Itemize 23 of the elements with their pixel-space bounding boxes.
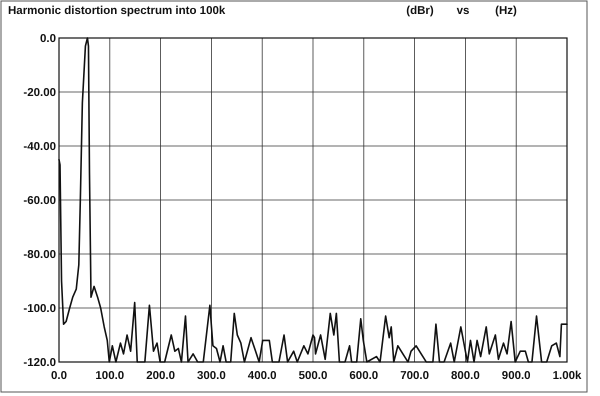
y-tick-label: -80.00: [23, 249, 56, 261]
x-tick-label: 700.0: [400, 370, 429, 382]
x-tick-label: 200.0: [146, 370, 175, 382]
x-tick-label: 500.0: [298, 370, 328, 382]
text: vs: [456, 5, 470, 17]
x-tick-label: 1.00k: [552, 370, 582, 382]
y-tick-label: -20.00: [23, 87, 56, 99]
chart-title: Harmonic distortion spectrum into 100k: [8, 5, 226, 17]
x-tick-label: 600.0: [349, 370, 378, 382]
line-series: [58, 37, 568, 363]
x-tick-label: 100.0: [95, 370, 124, 382]
y-tick-label: -60.00: [23, 195, 56, 207]
y-axis-title: (dBr): [406, 5, 434, 17]
x-tick-label: 300.0: [197, 370, 226, 382]
x-tick-label: 800.0: [451, 370, 480, 382]
x-tick-label: 0.0: [51, 370, 67, 382]
y-tick-label: -40.00: [23, 141, 56, 153]
y-tick-label: -100.0: [23, 303, 56, 315]
x-axis-title: (Hz): [495, 5, 518, 17]
y-tick-label: 0.0: [40, 33, 56, 45]
x-tick-label: 900.0: [502, 370, 531, 382]
x-tick-label: 400.0: [248, 370, 277, 382]
y-tick-label: -120.0: [23, 357, 56, 369]
